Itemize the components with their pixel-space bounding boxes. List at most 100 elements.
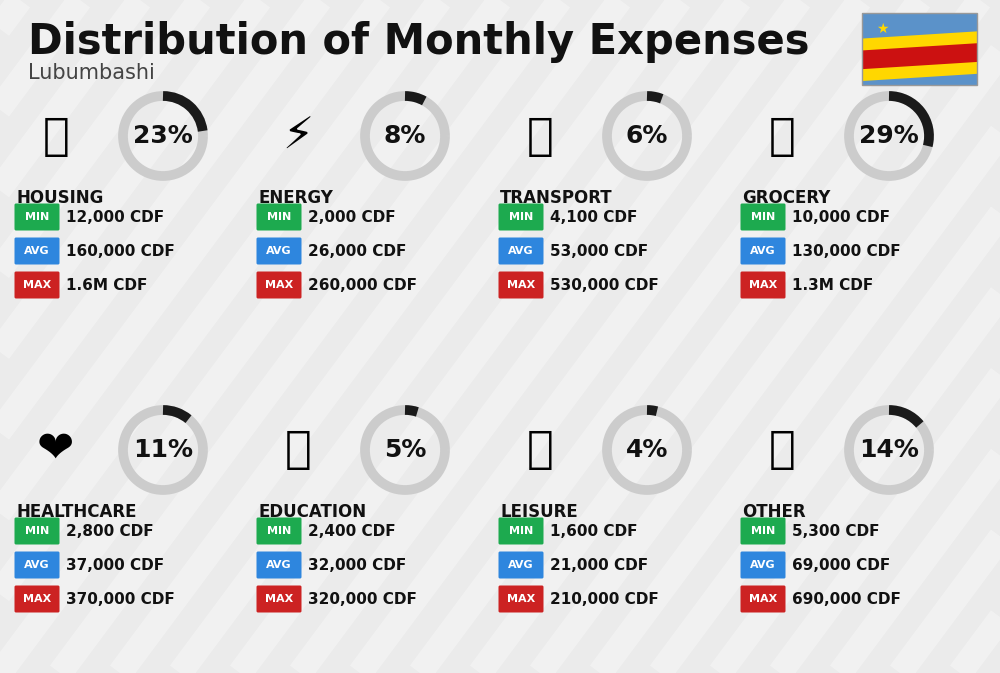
FancyBboxPatch shape — [740, 238, 786, 264]
FancyBboxPatch shape — [740, 271, 786, 299]
Text: 5%: 5% — [384, 438, 426, 462]
Text: MAX: MAX — [749, 280, 777, 290]
Text: EDUCATION: EDUCATION — [258, 503, 366, 521]
Text: 530,000 CDF: 530,000 CDF — [550, 277, 659, 293]
Polygon shape — [862, 43, 977, 69]
Text: Distribution of Monthly Expenses: Distribution of Monthly Expenses — [28, 21, 810, 63]
Text: 210,000 CDF: 210,000 CDF — [550, 592, 659, 606]
Text: 2,800 CDF: 2,800 CDF — [66, 524, 154, 538]
Text: 🎓: 🎓 — [285, 429, 311, 472]
Text: 26,000 CDF: 26,000 CDF — [308, 244, 406, 258]
FancyBboxPatch shape — [256, 518, 301, 544]
Text: MIN: MIN — [267, 212, 291, 222]
Text: MIN: MIN — [509, 212, 533, 222]
FancyBboxPatch shape — [256, 271, 301, 299]
Text: 4%: 4% — [626, 438, 668, 462]
Text: MAX: MAX — [23, 280, 51, 290]
Text: MIN: MIN — [751, 212, 775, 222]
FancyBboxPatch shape — [256, 203, 301, 230]
FancyBboxPatch shape — [499, 551, 544, 579]
Text: 130,000 CDF: 130,000 CDF — [792, 244, 901, 258]
FancyBboxPatch shape — [499, 271, 544, 299]
FancyBboxPatch shape — [15, 271, 60, 299]
Text: 6%: 6% — [626, 124, 668, 148]
Text: 23%: 23% — [133, 124, 193, 148]
Text: 11%: 11% — [133, 438, 193, 462]
Text: ENERGY: ENERGY — [258, 189, 333, 207]
Text: AVG: AVG — [24, 246, 50, 256]
Text: MIN: MIN — [751, 526, 775, 536]
Text: MAX: MAX — [507, 594, 535, 604]
Text: 🛒: 🛒 — [769, 114, 795, 157]
Text: 10,000 CDF: 10,000 CDF — [792, 209, 890, 225]
FancyBboxPatch shape — [740, 551, 786, 579]
FancyBboxPatch shape — [499, 518, 544, 544]
Text: MAX: MAX — [265, 594, 293, 604]
Text: MIN: MIN — [25, 212, 49, 222]
Text: HOUSING: HOUSING — [16, 189, 103, 207]
Text: 🛍️: 🛍️ — [527, 429, 553, 472]
FancyBboxPatch shape — [499, 203, 544, 230]
FancyBboxPatch shape — [740, 518, 786, 544]
Text: AVG: AVG — [266, 246, 292, 256]
FancyBboxPatch shape — [15, 238, 60, 264]
Text: TRANSPORT: TRANSPORT — [500, 189, 613, 207]
Text: HEALTHCARE: HEALTHCARE — [16, 503, 136, 521]
Text: 260,000 CDF: 260,000 CDF — [308, 277, 417, 293]
Text: 53,000 CDF: 53,000 CDF — [550, 244, 648, 258]
FancyBboxPatch shape — [15, 203, 60, 230]
Polygon shape — [862, 32, 977, 81]
Text: 2,000 CDF: 2,000 CDF — [308, 209, 396, 225]
Text: 1,600 CDF: 1,600 CDF — [550, 524, 638, 538]
FancyBboxPatch shape — [499, 586, 544, 612]
Text: 1.6M CDF: 1.6M CDF — [66, 277, 147, 293]
Text: 🏗: 🏗 — [43, 114, 69, 157]
FancyBboxPatch shape — [256, 238, 301, 264]
Text: MIN: MIN — [267, 526, 291, 536]
Text: 8%: 8% — [384, 124, 426, 148]
Text: Lubumbashi: Lubumbashi — [28, 63, 155, 83]
FancyBboxPatch shape — [15, 518, 60, 544]
Text: 370,000 CDF: 370,000 CDF — [66, 592, 175, 606]
Text: LEISURE: LEISURE — [500, 503, 578, 521]
Text: 160,000 CDF: 160,000 CDF — [66, 244, 175, 258]
Text: 1.3M CDF: 1.3M CDF — [792, 277, 873, 293]
FancyBboxPatch shape — [499, 238, 544, 264]
Text: GROCERY: GROCERY — [742, 189, 830, 207]
Text: MAX: MAX — [749, 594, 777, 604]
Text: 21,000 CDF: 21,000 CDF — [550, 557, 648, 573]
FancyBboxPatch shape — [15, 586, 60, 612]
FancyBboxPatch shape — [740, 586, 786, 612]
Text: 5,300 CDF: 5,300 CDF — [792, 524, 880, 538]
Text: ❤️: ❤️ — [37, 429, 75, 472]
Text: 2,400 CDF: 2,400 CDF — [308, 524, 396, 538]
Text: 12,000 CDF: 12,000 CDF — [66, 209, 164, 225]
Text: ★: ★ — [876, 22, 888, 36]
Text: 32,000 CDF: 32,000 CDF — [308, 557, 406, 573]
Text: 4,100 CDF: 4,100 CDF — [550, 209, 637, 225]
Text: MAX: MAX — [265, 280, 293, 290]
Text: 690,000 CDF: 690,000 CDF — [792, 592, 901, 606]
Text: ⚡: ⚡ — [282, 114, 314, 157]
Text: 69,000 CDF: 69,000 CDF — [792, 557, 890, 573]
Text: MIN: MIN — [509, 526, 533, 536]
Text: MIN: MIN — [25, 526, 49, 536]
FancyBboxPatch shape — [15, 551, 60, 579]
Text: OTHER: OTHER — [742, 503, 806, 521]
Text: AVG: AVG — [750, 246, 776, 256]
Text: 14%: 14% — [859, 438, 919, 462]
Text: 🚌: 🚌 — [527, 114, 553, 157]
FancyBboxPatch shape — [256, 551, 301, 579]
FancyBboxPatch shape — [862, 13, 977, 85]
Text: MAX: MAX — [23, 594, 51, 604]
Text: AVG: AVG — [508, 560, 534, 570]
Text: AVG: AVG — [266, 560, 292, 570]
Text: AVG: AVG — [750, 560, 776, 570]
Text: 320,000 CDF: 320,000 CDF — [308, 592, 417, 606]
Text: MAX: MAX — [507, 280, 535, 290]
FancyBboxPatch shape — [256, 586, 301, 612]
FancyBboxPatch shape — [740, 203, 786, 230]
Text: 37,000 CDF: 37,000 CDF — [66, 557, 164, 573]
Text: 👜: 👜 — [769, 429, 795, 472]
Text: AVG: AVG — [24, 560, 50, 570]
